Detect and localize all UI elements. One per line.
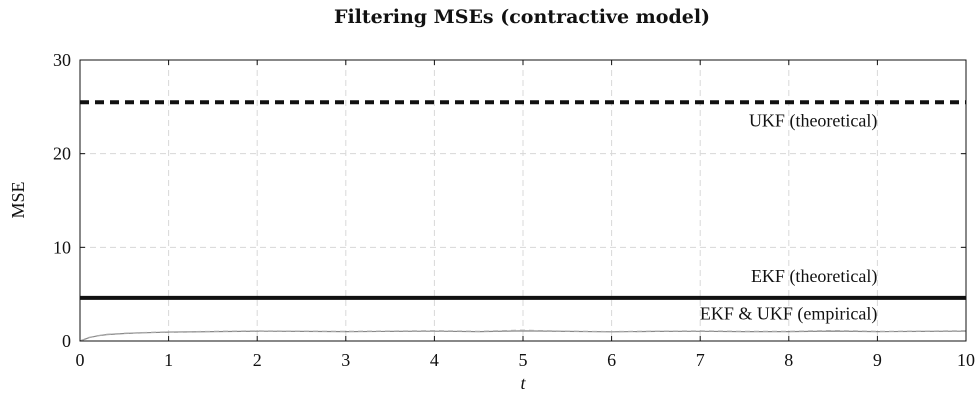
- x-tick-label: 0: [76, 350, 85, 370]
- annotation-3: EKF & UKF (empirical): [700, 303, 877, 324]
- x-tick-label: 9: [873, 350, 882, 370]
- x-tick-label: 2: [253, 350, 262, 370]
- annotation-2: EKF (theoretical): [751, 266, 877, 287]
- x-tick-label: 1: [164, 350, 173, 370]
- y-axis-label: MSE: [8, 181, 28, 218]
- y-tick-label: 20: [53, 144, 71, 164]
- series-group: [79, 100, 967, 342]
- chart-title: Filtering MSEs (contractive model): [334, 6, 710, 28]
- x-tick-label: 4: [430, 350, 439, 370]
- x-axis: 0 1 2 3 4 5 6 7 8 9 10: [76, 60, 975, 370]
- y-tick-label: 0: [62, 331, 71, 351]
- x-tick-label: 3: [341, 350, 350, 370]
- y-tick-label: 10: [53, 237, 71, 257]
- x-tick-label: 10: [957, 350, 975, 370]
- x-tick-label: 7: [696, 350, 705, 370]
- x-tick-label: 5: [519, 350, 528, 370]
- x-tick-label: 8: [784, 350, 793, 370]
- series-line-4: [79, 329, 967, 342]
- grid: [80, 60, 966, 341]
- x-axis-label: t: [520, 373, 526, 393]
- x-tick-label: 6: [607, 350, 616, 370]
- annotation-1: UKF (theoretical): [749, 111, 877, 132]
- y-axis: 0 10 20 30: [53, 50, 966, 351]
- y-tick-label: 30: [53, 50, 71, 70]
- annotations: UKF (theoretical) EKF (theoretical) EKF & …: [700, 111, 877, 325]
